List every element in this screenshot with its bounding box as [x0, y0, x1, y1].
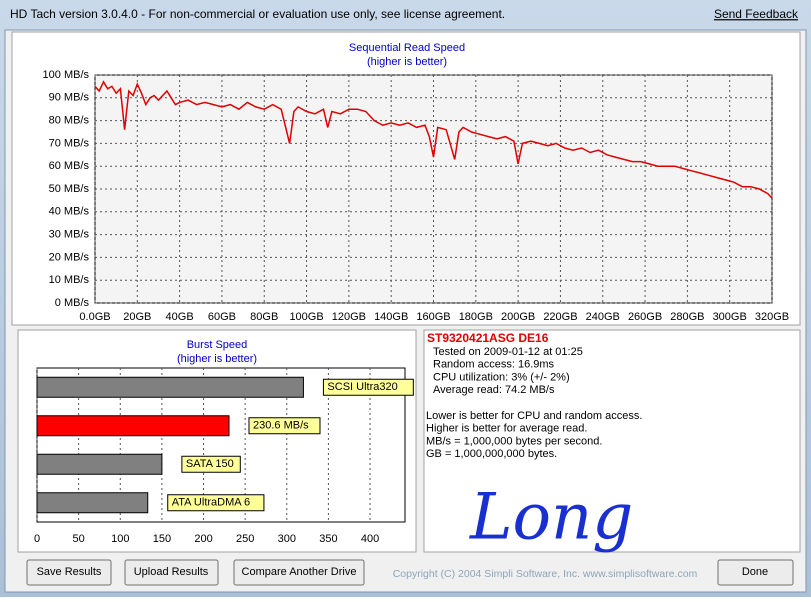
bar — [36, 453, 163, 475]
x-tick-label: 200 — [194, 533, 212, 545]
x-tick-label: 0.0GB — [79, 311, 110, 323]
y-tick-label: 0 MB/s — [55, 297, 90, 309]
x-tick-label: 300GB — [713, 311, 747, 323]
x-tick-label: 50 — [73, 533, 85, 545]
info-panel — [423, 329, 801, 553]
bar-label-box — [322, 378, 414, 396]
y-tick-label: 100 MB/s — [43, 69, 90, 81]
handwriting: Long — [469, 481, 633, 555]
y-tick-label: 70 MB/s — [49, 137, 90, 149]
bar-label: SCSI Ultra320 — [327, 381, 397, 393]
x-tick-label: 300 — [278, 533, 296, 545]
note-line: Higher is better for average read. — [426, 423, 587, 435]
y-tick-label: 90 MB/s — [49, 92, 90, 104]
y-tick-label: 80 MB/s — [49, 115, 90, 127]
bar-label-box — [167, 494, 265, 512]
bar-label: 230.6 MB/s — [253, 420, 309, 432]
y-tick-label: 20 MB/s — [49, 251, 90, 263]
button[interactable]: Compare Another Drive — [233, 559, 365, 586]
x-tick-label: 60GB — [208, 311, 236, 323]
x-tick-label: 140GB — [374, 311, 408, 323]
x-tick-label: 250 — [236, 533, 254, 545]
copyright: Copyright (C) 2004 Simpli Software, Inc.… — [393, 568, 698, 580]
x-tick-label: 40GB — [166, 311, 194, 323]
stat-line: CPU utilization: 3% (+/- 2%) — [433, 371, 570, 383]
button[interactable]: Done — [717, 559, 794, 586]
x-tick-label: 200GB — [501, 311, 535, 323]
note-line: Lower is better for CPU and random acces… — [426, 410, 642, 422]
stat-line: Tested on 2009-01-12 at 01:25 — [433, 346, 583, 358]
y-tick-label: 10 MB/s — [49, 274, 90, 286]
bar-label-box — [181, 455, 241, 473]
bar — [36, 415, 230, 437]
bar — [36, 492, 149, 514]
stat-line: Average read: 74.2 MB/s — [433, 384, 555, 396]
x-tick-label: 220GB — [543, 311, 577, 323]
y-tick-label: 50 MB/s — [49, 183, 90, 195]
chart-subtitle: (higher is better) — [177, 353, 257, 365]
x-tick-label: 400 — [361, 533, 379, 545]
chart-subtitle: (higher is better) — [367, 56, 447, 68]
y-tick-label: 30 MB/s — [49, 229, 90, 241]
x-tick-label: 120GB — [332, 311, 366, 323]
chart-title: Sequential Read Speed — [349, 42, 465, 54]
window-title: HD Tach version 3.0.4.0 - For non-commer… — [10, 7, 505, 21]
x-tick-label: 280GB — [670, 311, 704, 323]
x-tick-label: 180GB — [459, 311, 493, 323]
y-tick-label: 60 MB/s — [49, 160, 90, 172]
x-tick-label: 240GB — [586, 311, 620, 323]
x-tick-label: 100 — [111, 533, 129, 545]
button-label[interactable]: Done — [742, 566, 768, 578]
button-label[interactable]: Compare Another Drive — [242, 566, 357, 578]
bar-label: SATA 150 — [186, 458, 234, 470]
chart-title: Burst Speed — [187, 339, 248, 351]
x-tick-label: 150 — [153, 533, 171, 545]
button[interactable]: Save Results — [26, 559, 112, 586]
x-tick-label: 350 — [319, 533, 337, 545]
x-tick-label: 80GB — [250, 311, 278, 323]
bar-label: ATA UltraDMA 6 — [172, 497, 250, 509]
button[interactable]: Upload Results — [124, 559, 219, 586]
bar-label-box — [248, 417, 321, 435]
x-tick-label: 0 — [34, 533, 40, 545]
x-tick-label: 100GB — [289, 311, 323, 323]
x-tick-label: 160GB — [416, 311, 450, 323]
button-label[interactable]: Upload Results — [134, 566, 209, 578]
stat-line: Random access: 16.9ms — [433, 359, 555, 371]
x-tick-label: 320GB — [755, 311, 789, 323]
read-line — [94, 80, 773, 199]
x-tick-label: 260GB — [628, 311, 662, 323]
note-line: GB = 1,000,000,000 bytes. — [426, 448, 557, 460]
y-tick-label: 40 MB/s — [49, 206, 90, 218]
x-tick-label: 20GB — [123, 311, 151, 323]
drive-name: ST9320421ASG DE16 — [427, 331, 549, 345]
bar — [36, 376, 304, 398]
button-label[interactable]: Save Results — [37, 566, 102, 578]
send-feedback-link[interactable]: Send Feedback — [714, 7, 799, 21]
note-line: MB/s = 1,000,000 bytes per second. — [426, 435, 602, 447]
